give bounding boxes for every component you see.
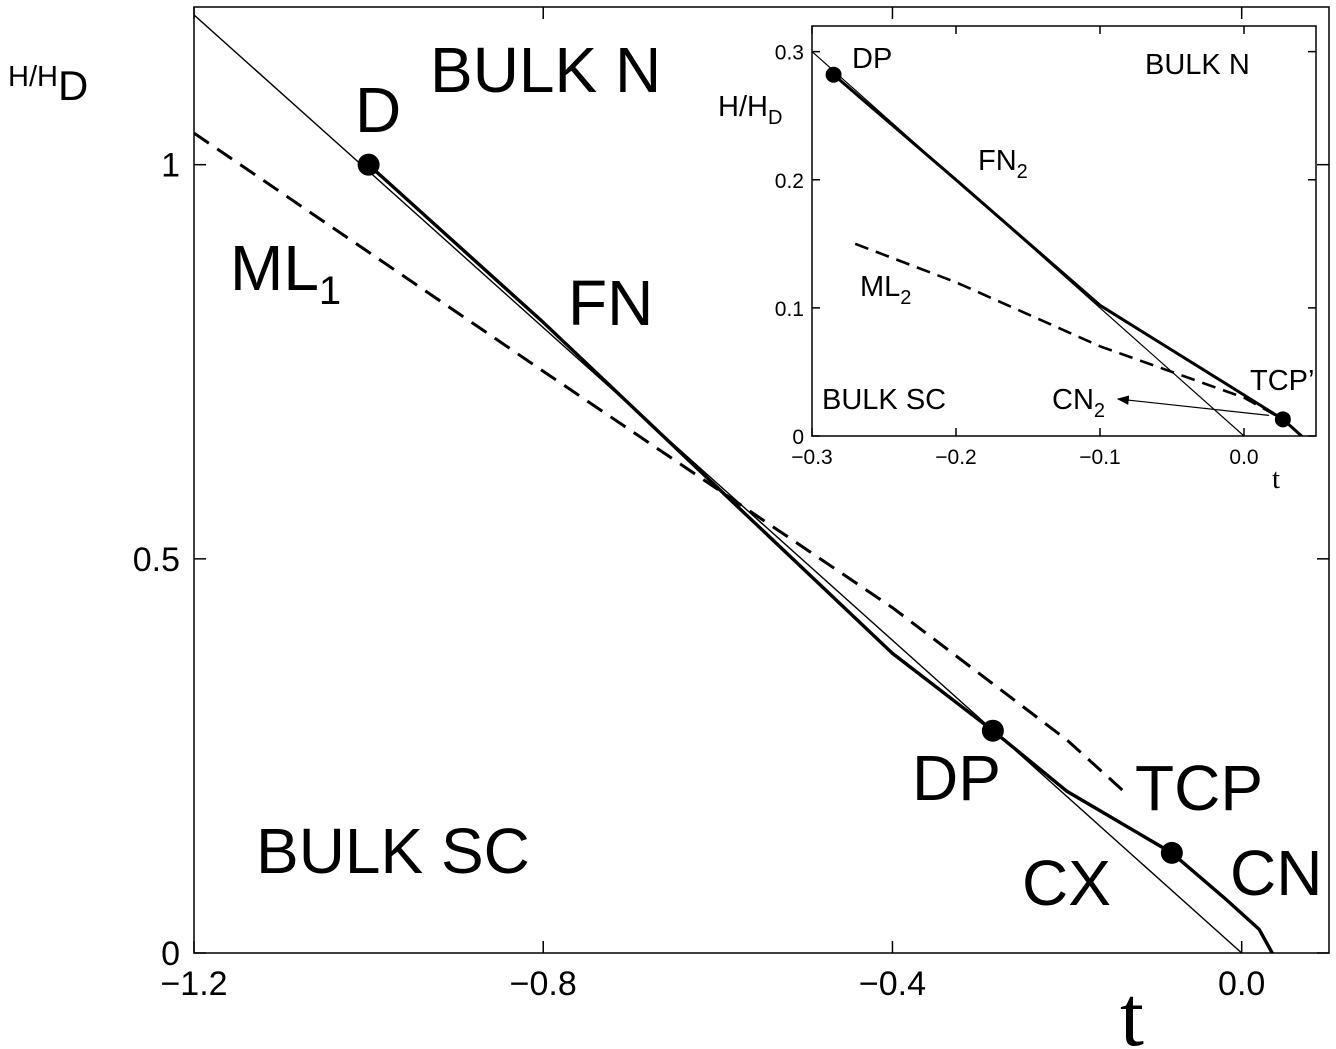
inset-plot: −0.3 −0.2 −0.1 0.000.10.20.3 DP BULK NFN2ML2B… — [718, 25, 1317, 495]
main-region-label: FN — [568, 267, 653, 339]
main-dashed-line — [194, 131, 1130, 797]
inset-region-label: TCP’ — [1250, 365, 1314, 397]
main-thick-line — [366, 163, 1274, 953]
inset-x-tick-label: −0.2 — [935, 446, 976, 469]
inset-x-tick-label: 0.0 — [1229, 446, 1258, 469]
main-x-tick-label: 0.0 — [1218, 965, 1265, 1003]
main-y-tick-label: 0 — [161, 935, 180, 973]
inset-y-tick-label: 0 — [792, 426, 804, 449]
main-region-label: DP — [912, 742, 1001, 814]
inset-point-marker — [825, 66, 842, 83]
inset-y-tick-label: 0.2 — [775, 170, 804, 193]
main-region-label: D — [355, 74, 401, 146]
inset-region-label: BULK N — [1145, 49, 1250, 81]
inset-plot-frame — [811, 25, 1317, 437]
inset-dashed-line — [854, 242, 1284, 421]
main-y-tick-label: 1 — [161, 147, 180, 185]
main-region-label: TCP — [1135, 752, 1263, 824]
main-x-axis-label: t — [1120, 968, 1144, 1049]
main-region-label: CX — [1022, 847, 1111, 919]
inset-region-label: BULK SC — [822, 384, 946, 416]
inset-x-tick-label: −0.3 — [791, 446, 832, 469]
main-region-label: BULK N — [430, 34, 661, 106]
inset-region-label: DP — [852, 43, 892, 75]
main-region-label: CN — [1230, 837, 1322, 909]
main-point-marker — [981, 719, 1004, 742]
inset-x-axis-label: t — [1272, 463, 1280, 495]
inset-x-tick-label: −0.1 — [1079, 446, 1120, 469]
main-x-tick-label: −0.4 — [859, 965, 926, 1003]
main-x-tick-label: −0.8 — [510, 965, 577, 1003]
inset-y-tick-label: 0.3 — [775, 42, 804, 65]
main-y-axis-label: H/HD — [8, 61, 88, 109]
inset-y-tick-label: 0.1 — [775, 298, 804, 321]
inset-point-marker — [1274, 411, 1291, 428]
main-y-tick-label: 0.5 — [133, 541, 180, 579]
main-point-marker — [1160, 841, 1183, 864]
inset-arrow — [1116, 395, 1269, 416]
main-region-label: BULK SC — [256, 815, 530, 887]
main-x-tick-label: −1.2 — [160, 965, 227, 1003]
main-point-marker — [357, 153, 380, 176]
